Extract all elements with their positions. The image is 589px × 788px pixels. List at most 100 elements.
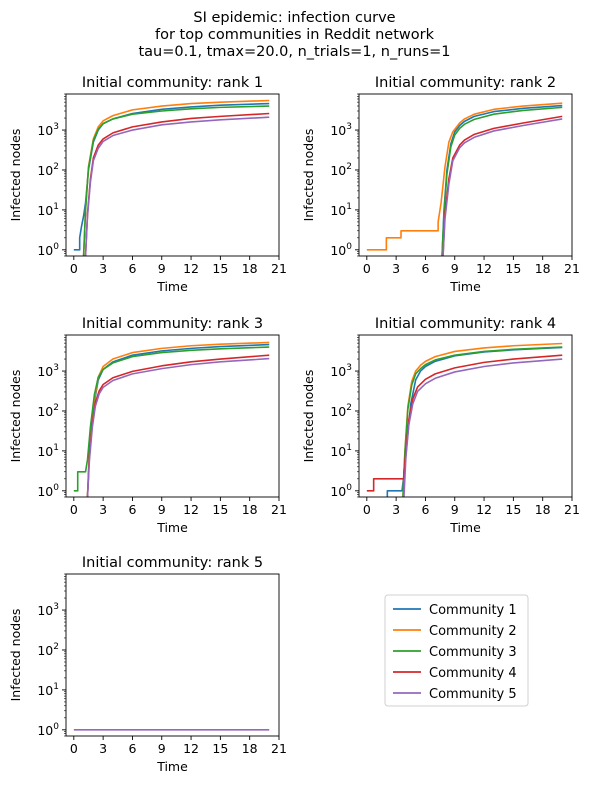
y-tick-label: 102 bbox=[37, 642, 59, 658]
x-tick-label: 3 bbox=[99, 502, 107, 517]
y-axis-label: Infected nodes bbox=[8, 370, 23, 463]
x-tick-label: 3 bbox=[99, 741, 107, 756]
x-tick-label: 6 bbox=[128, 502, 136, 517]
y-tick-label: 101 bbox=[37, 202, 59, 218]
x-tick-label: 12 bbox=[476, 261, 492, 276]
x-tick-label: 6 bbox=[128, 741, 136, 756]
x-tick-label: 0 bbox=[363, 261, 371, 276]
subplot-5: 0 3 6 9 12 15 18 21 100 101 102 103 Initial communit… bbox=[8, 555, 287, 774]
x-tick-label: 6 bbox=[128, 261, 136, 276]
x-tick-label: 12 bbox=[183, 502, 199, 517]
axes-frame bbox=[65, 93, 280, 257]
series-line-community-4 bbox=[86, 354, 270, 497]
x-tick-label: 21 bbox=[271, 741, 287, 756]
plot-area bbox=[73, 99, 270, 256]
subplot-title: Initial community: rank 2 bbox=[375, 75, 556, 91]
x-tick-label: 15 bbox=[212, 261, 228, 276]
plot-area bbox=[366, 342, 563, 497]
series-line-community-4 bbox=[366, 354, 563, 492]
x-tick-label: 9 bbox=[158, 502, 166, 517]
x-tick-label: 18 bbox=[242, 261, 258, 276]
x-tick-label: 3 bbox=[392, 502, 400, 517]
series-line-community-2 bbox=[366, 102, 563, 251]
y-tick-label: 103 bbox=[330, 363, 352, 379]
subplot-2: 0 3 6 9 12 15 18 21 100 101 102 103 Initial communit… bbox=[301, 75, 580, 294]
axes-frame bbox=[65, 334, 280, 498]
plot-area bbox=[366, 102, 563, 256]
x-axis-label: Time bbox=[156, 520, 188, 535]
y-tick-label: 102 bbox=[330, 162, 352, 178]
y-tick-label: 101 bbox=[37, 443, 59, 459]
y-tick-label: 103 bbox=[37, 363, 59, 379]
axes-frame bbox=[358, 93, 573, 257]
series-line-community-1 bbox=[73, 102, 270, 251]
x-tick-label: 0 bbox=[363, 502, 371, 517]
x-tick-label: 6 bbox=[421, 502, 429, 517]
subplot-title: Initial community: rank 4 bbox=[375, 316, 556, 332]
y-tick-label: 102 bbox=[37, 162, 59, 178]
x-tick-label: 9 bbox=[451, 261, 459, 276]
legend: Community 1 Community 2 Community 3 Communi… bbox=[384, 594, 529, 707]
y-tick-label: 101 bbox=[37, 682, 59, 698]
suptitle-line-3: tau=0.1, tmax=20.0, n_trials=1, n_runs=1 bbox=[138, 44, 450, 60]
x-tick-label: 9 bbox=[451, 502, 459, 517]
suptitle-line-1: SI epidemic: infection curve bbox=[193, 10, 395, 26]
series-line-community-3 bbox=[73, 346, 270, 492]
legend-label-community-4: Community 4 bbox=[429, 666, 517, 681]
x-tick-label: 0 bbox=[70, 261, 78, 276]
subplot-3: 0 3 6 9 12 15 18 21 100 101 102 103 Initial communit… bbox=[8, 316, 287, 535]
axes-frame bbox=[65, 573, 280, 737]
y-axis-label: Infected nodes bbox=[301, 129, 316, 222]
series-line-community-5 bbox=[442, 118, 563, 256]
series-line-community-5 bbox=[403, 358, 563, 497]
y-tick-label: 101 bbox=[330, 202, 352, 218]
subplot-1: 0 3 6 9 12 15 18 21 100 101 102 103 Initial communit… bbox=[8, 75, 287, 294]
subplot-title: Initial community: rank 5 bbox=[82, 555, 263, 571]
x-tick-label: 15 bbox=[505, 502, 521, 517]
y-tick-label: 100 bbox=[330, 242, 352, 258]
legend-label-community-1: Community 1 bbox=[429, 603, 517, 618]
x-tick-label: 12 bbox=[476, 502, 492, 517]
x-tick-label: 6 bbox=[421, 261, 429, 276]
x-axis-label: Time bbox=[156, 759, 188, 774]
legend-frame bbox=[384, 594, 529, 707]
y-tick-label: 103 bbox=[37, 602, 59, 618]
y-tick-label: 100 bbox=[37, 722, 59, 738]
x-tick-label: 12 bbox=[183, 261, 199, 276]
suptitle-line-2: for top communities in Reddit network bbox=[155, 27, 435, 43]
series-line-community-4 bbox=[442, 115, 563, 256]
series-line-community-5 bbox=[84, 116, 270, 256]
axes-frame bbox=[358, 334, 573, 498]
x-axis-label: Time bbox=[156, 279, 188, 294]
y-tick-label: 100 bbox=[37, 242, 59, 258]
series-line-community-5 bbox=[86, 357, 270, 497]
legend-label-community-3: Community 3 bbox=[429, 645, 517, 660]
x-axis-label: Time bbox=[449, 279, 481, 294]
x-tick-label: 3 bbox=[99, 261, 107, 276]
legend-label-community-5: Community 5 bbox=[429, 687, 517, 702]
x-tick-label: 21 bbox=[271, 502, 287, 517]
x-tick-label: 12 bbox=[183, 741, 199, 756]
x-tick-label: 9 bbox=[158, 741, 166, 756]
y-axis-label: Infected nodes bbox=[301, 370, 316, 463]
y-tick-label: 100 bbox=[330, 483, 352, 499]
plot-area bbox=[73, 341, 270, 497]
x-tick-label: 3 bbox=[392, 261, 400, 276]
legend-label-community-2: Community 2 bbox=[429, 624, 517, 639]
y-axis-label: Infected nodes bbox=[8, 609, 23, 702]
subplot-grid: 0 3 6 9 12 15 18 21 100 101 102 103 Initial communit… bbox=[8, 75, 580, 774]
x-tick-label: 9 bbox=[158, 261, 166, 276]
series-line-community-1 bbox=[386, 346, 563, 497]
x-tick-label: 0 bbox=[70, 502, 78, 517]
series-line-community-1 bbox=[86, 343, 270, 497]
series-line-community-3 bbox=[402, 346, 563, 497]
x-tick-label: 18 bbox=[535, 502, 551, 517]
subplot-title: Initial community: rank 3 bbox=[82, 316, 263, 332]
x-tick-label: 21 bbox=[564, 502, 580, 517]
x-tick-label: 0 bbox=[70, 741, 78, 756]
series-line-community-3 bbox=[441, 106, 563, 256]
x-tick-label: 21 bbox=[271, 261, 287, 276]
subplot-4: 0 3 6 9 12 15 18 21 100 101 102 103 Initial communit… bbox=[301, 316, 580, 535]
x-tick-label: 18 bbox=[535, 261, 551, 276]
series-line-community-3 bbox=[82, 105, 270, 256]
